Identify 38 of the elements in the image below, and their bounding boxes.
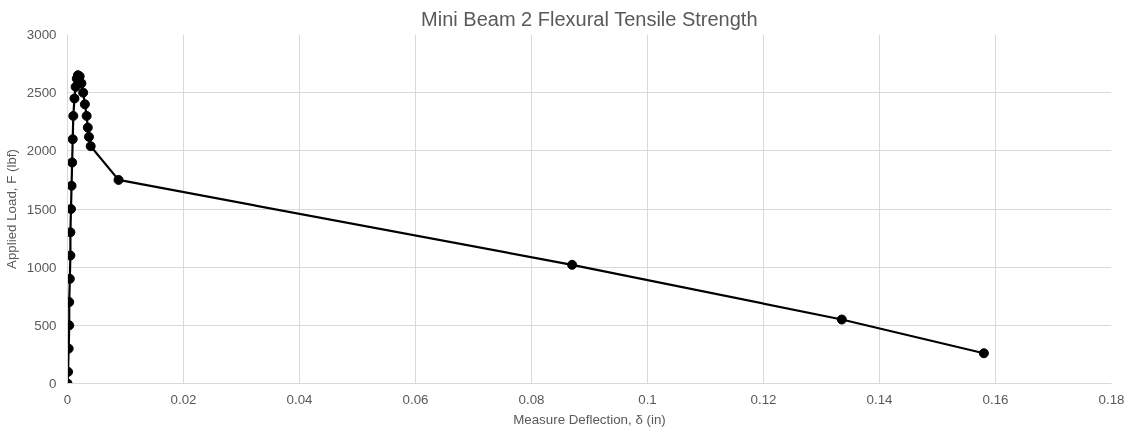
point bbox=[67, 250, 76, 261]
point bbox=[79, 99, 90, 110]
point bbox=[85, 141, 96, 152]
y-tick-label: 2500 bbox=[26, 85, 57, 101]
point bbox=[67, 180, 77, 191]
x-tick-label: 0.08 bbox=[518, 391, 545, 407]
y-tick-label: 1500 bbox=[26, 201, 57, 217]
x-tick-label: 0.1 bbox=[638, 391, 657, 407]
point bbox=[978, 348, 989, 359]
x-axis-title: Measure Deflection, δ (in) bbox=[513, 411, 666, 427]
point bbox=[67, 227, 76, 238]
y-tick-label: 500 bbox=[34, 317, 57, 333]
x-tick-label: 0.16 bbox=[982, 391, 1009, 407]
point bbox=[78, 87, 89, 98]
point bbox=[67, 134, 78, 145]
y-tick-label: 3000 bbox=[26, 27, 57, 42]
x-tick-label: 0.02 bbox=[170, 391, 197, 407]
point bbox=[69, 93, 80, 104]
point bbox=[67, 204, 76, 214]
y-axis-title: Applied Load, F (lbf) bbox=[3, 148, 19, 270]
point bbox=[83, 131, 94, 142]
x-tick-label: 0 bbox=[63, 391, 72, 407]
point bbox=[836, 314, 847, 325]
point bbox=[81, 110, 92, 121]
y-tick-label: 2000 bbox=[26, 143, 57, 159]
x-tick-label: 0.14 bbox=[866, 391, 894, 407]
point bbox=[67, 157, 78, 168]
y-tick-label: 0 bbox=[49, 376, 57, 391]
point bbox=[567, 259, 578, 270]
x-tick-label: 0.06 bbox=[402, 391, 429, 407]
chart-title: Mini Beam 2 Flexural Tensile Strength bbox=[421, 7, 758, 30]
point bbox=[113, 174, 124, 185]
x-tick-label: 0.12 bbox=[750, 391, 777, 407]
x-tick-label: 0.04 bbox=[286, 391, 314, 407]
point bbox=[68, 110, 79, 121]
point bbox=[82, 122, 93, 133]
y-tick-label: 1000 bbox=[26, 259, 57, 275]
x-tick-label: 0.18 bbox=[1098, 391, 1125, 407]
